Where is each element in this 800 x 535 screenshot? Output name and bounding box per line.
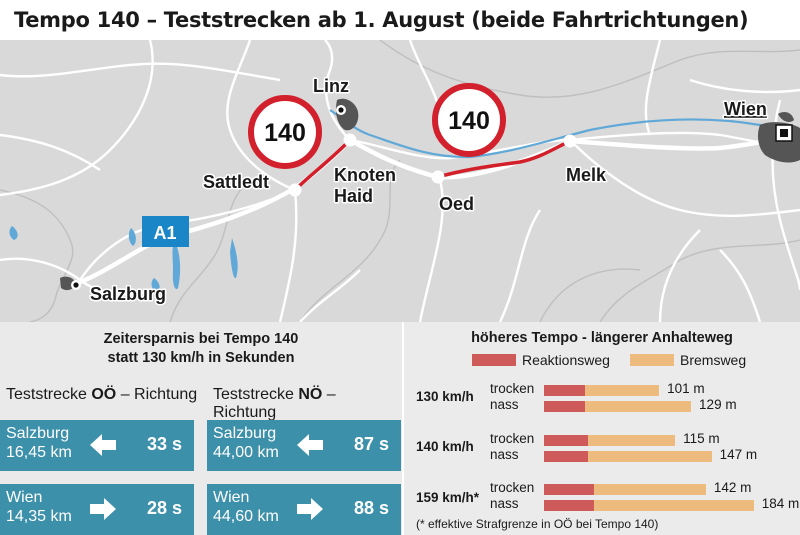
time-savings-panel: Zeitersparnis bei Tempo 140 statt 130 km… xyxy=(0,322,402,535)
stopping-distance-chart: höheres Tempo - längerer Anhalteweg Reak… xyxy=(404,322,800,535)
melk-node xyxy=(563,134,577,148)
distance-label: 142 m xyxy=(713,480,752,495)
bar-159-trocken xyxy=(544,484,706,495)
bar-reaction-segment xyxy=(544,435,589,446)
bar-braking-segment xyxy=(588,435,676,446)
speed-label: 140 km/h xyxy=(416,439,474,454)
svg-text:A1: A1 xyxy=(153,223,176,243)
condition-label: nass xyxy=(490,397,519,412)
label-knoten: Knoten xyxy=(334,165,396,185)
left-arrow-icon xyxy=(90,434,116,456)
border-lines xyxy=(0,40,800,322)
bar-braking-segment xyxy=(594,500,754,511)
bar-159-nass xyxy=(544,500,754,511)
label-melk: Melk xyxy=(566,165,607,185)
subheading-no: Teststrecke NÖ – Richtung xyxy=(213,386,336,421)
legend-swatch-braking xyxy=(630,354,674,366)
footnote: (* effektive Strafgrenze in OÖ bei Tempo… xyxy=(416,517,659,531)
bar-reaction-segment xyxy=(544,500,595,511)
rivers xyxy=(329,109,800,159)
distance-label: 184 m xyxy=(761,496,800,511)
svg-text:140: 140 xyxy=(264,119,306,147)
label-haid: Haid xyxy=(334,186,373,206)
right-arrow-icon xyxy=(297,498,323,520)
savings-heading: Zeitersparnis bei Tempo 140 statt 130 km… xyxy=(103,331,299,366)
bar-reaction-segment xyxy=(544,385,586,396)
label-oed: Oed xyxy=(439,194,474,214)
bar-reaction-segment xyxy=(544,484,595,495)
condition-label: nass xyxy=(490,496,519,511)
condition-label: trocken xyxy=(490,480,535,495)
left-arrow-icon xyxy=(297,434,323,456)
saving-box-oo-wien: Wien 14,35 km 28 s xyxy=(0,484,194,535)
label-wien: Wien xyxy=(724,99,767,119)
distance-label: 147 m xyxy=(719,447,758,462)
speed-sign-1: 140 xyxy=(248,95,322,169)
bar-braking-segment xyxy=(594,484,706,495)
subheading-oo: Teststrecke OÖ – Richtung xyxy=(6,386,198,403)
test-route-no xyxy=(437,139,571,179)
saving-box-oo-salzburg: Salzburg 16,45 km 33 s xyxy=(0,420,194,471)
bar-130-trocken xyxy=(544,385,660,396)
a1-badge: A1 xyxy=(142,216,189,247)
distance-label: 101 m xyxy=(667,381,705,396)
bar-reaction-segment xyxy=(544,451,589,462)
label-linz: Linz xyxy=(313,76,349,96)
distance-label: 115 m xyxy=(683,431,720,446)
bar-140-trocken xyxy=(544,435,676,446)
condition-label: nass xyxy=(490,447,519,462)
saving-box-no-salzburg: Salzburg 44,00 km 87 s xyxy=(207,420,401,471)
label-salzburg: Salzburg xyxy=(90,284,166,304)
bar-braking-segment xyxy=(585,385,660,396)
bar-braking-segment xyxy=(585,401,692,412)
route-map: 140 140 A1 Linz Wien Sattledt Knoten Hai… xyxy=(0,40,800,322)
right-arrow-icon xyxy=(90,498,116,520)
speed-sign-2: 140 xyxy=(432,83,506,157)
label-sattledt: Sattledt xyxy=(203,172,269,192)
bar-140-nass xyxy=(544,451,712,462)
oed-node xyxy=(431,170,445,184)
chart-title: höheres Tempo - längerer Anhalteweg xyxy=(471,330,733,346)
bar-reaction-segment xyxy=(544,401,586,412)
condition-label: trocken xyxy=(490,381,535,396)
lakes xyxy=(9,226,238,292)
sattledt-node xyxy=(288,183,302,197)
legend-swatch-reaction xyxy=(472,354,516,366)
page-title: Tempo 140 – Teststrecken ab 1. August (b… xyxy=(0,0,800,40)
speed-label: 159 km/h* xyxy=(416,490,480,505)
saving-box-no-wien: Wien 44,60 km 88 s xyxy=(207,484,401,535)
bar-130-nass xyxy=(544,401,692,412)
condition-label: trocken xyxy=(490,431,535,446)
svg-text:140: 140 xyxy=(448,107,490,135)
speed-label: 130 km/h xyxy=(416,389,474,404)
bar-braking-segment xyxy=(588,451,712,462)
distance-label: 129 m xyxy=(699,397,737,412)
knoten-haid-node xyxy=(343,133,357,147)
panel-divider xyxy=(402,322,404,535)
